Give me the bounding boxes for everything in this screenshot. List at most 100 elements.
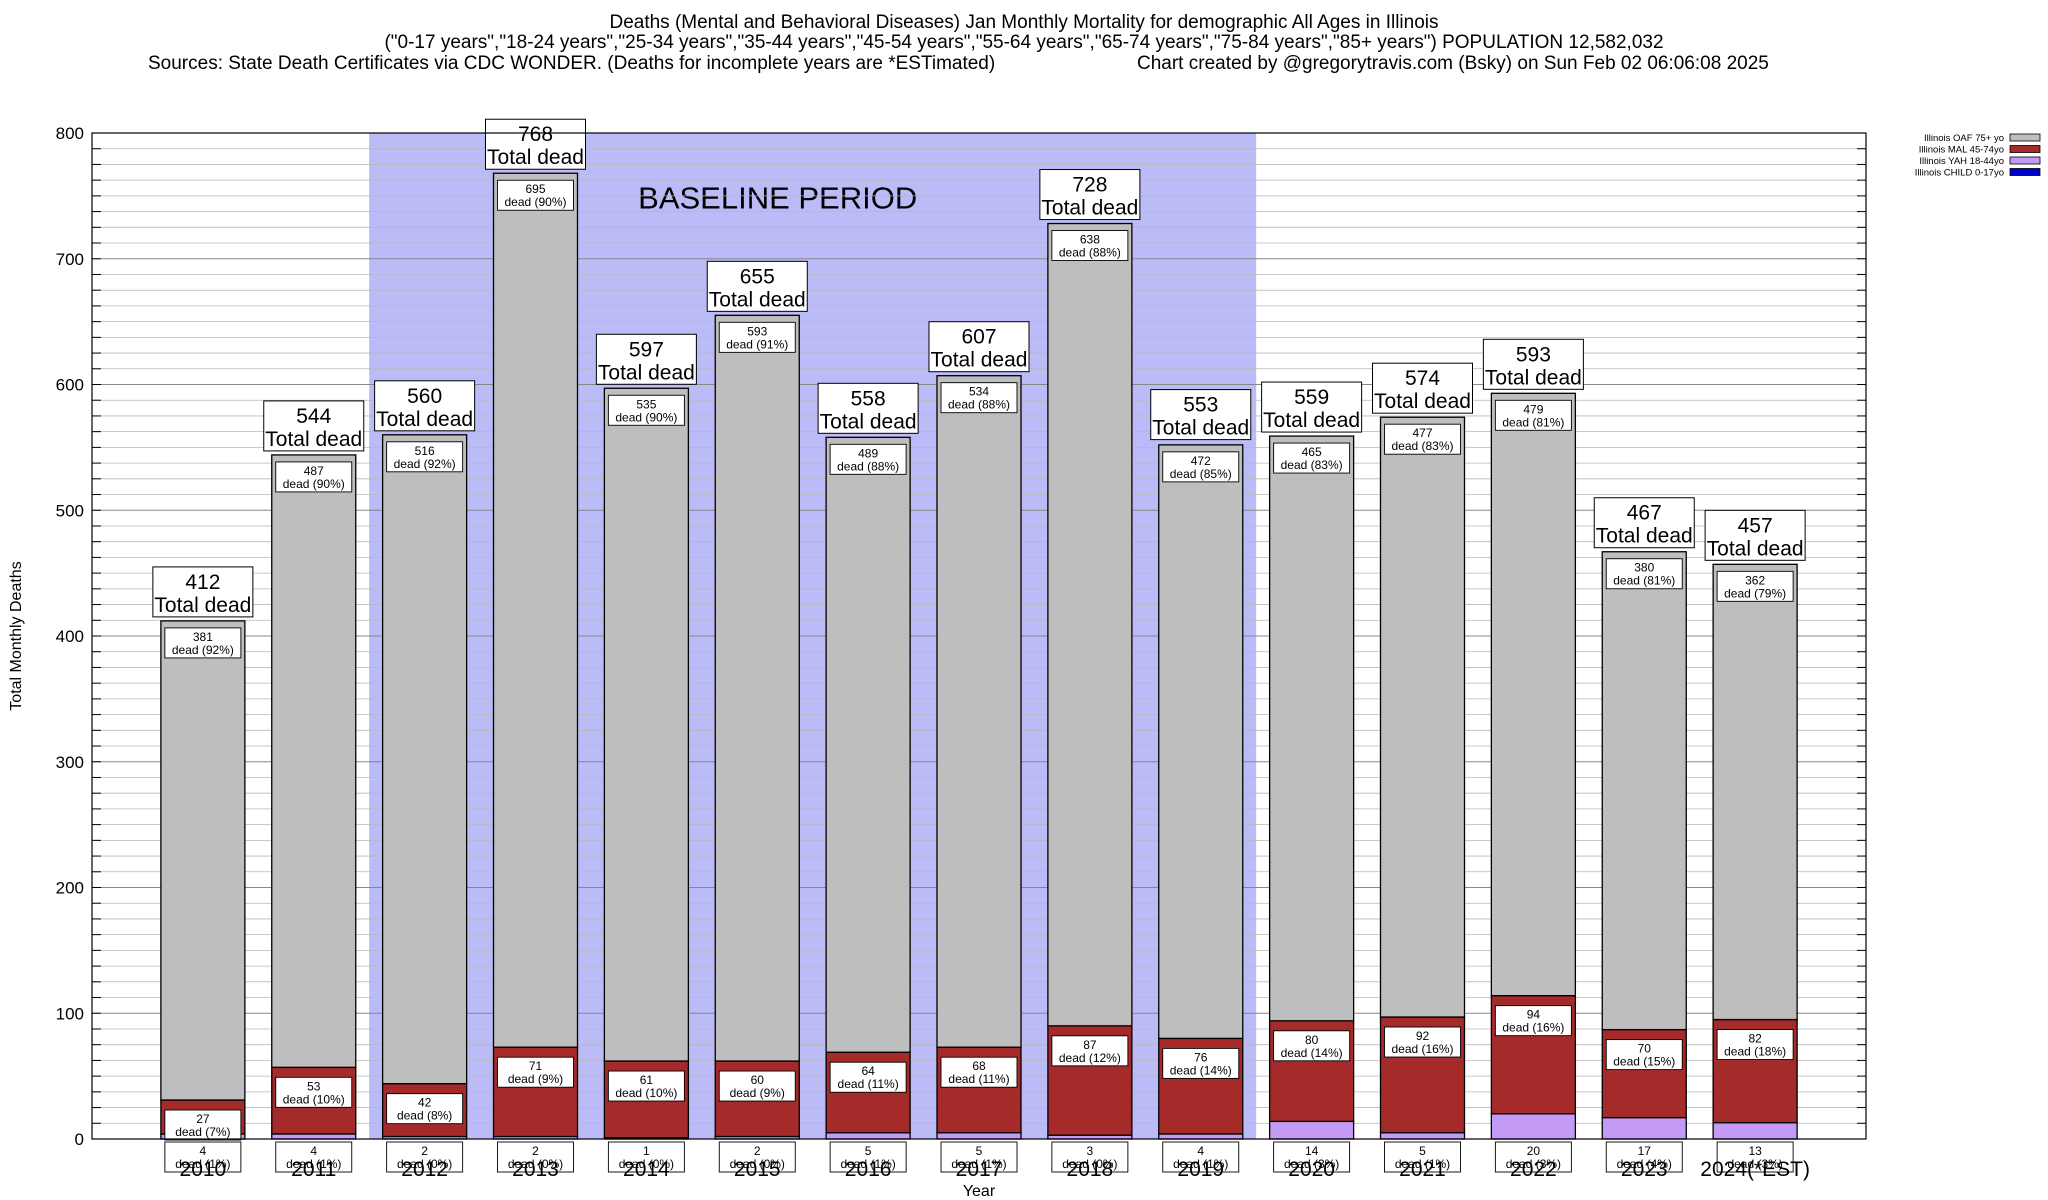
segment-value-label-mal: 87 [1083, 1038, 1097, 1052]
total-label-box [263, 400, 365, 452]
bar-segment-oaf [936, 375, 1022, 1048]
segment-pct-label-oaf: dead (81%) [1613, 574, 1675, 588]
segment-label-box-mal [1605, 1039, 1683, 1071]
x-tick-label: 2023 [1621, 1158, 1668, 1181]
segment-label-box-yah [607, 1141, 685, 1173]
segment-label-box-yah [1716, 1141, 1794, 1173]
segment-pct-label-yah: dead (3%) [1727, 1157, 1782, 1171]
total-text-label: Total dead [376, 408, 473, 431]
segment-value-label-yah: 14 [1305, 1144, 1319, 1158]
segment-label-box-yah [829, 1141, 907, 1173]
segment-value-label-oaf: 638 [1080, 233, 1100, 247]
bar-segment-yah [1158, 1133, 1244, 1140]
segment-label-box-yah [1051, 1141, 1129, 1173]
segment-label-box-oaf [497, 179, 574, 211]
chart-credit: Chart created by @gregorytravis.com (Bsk… [1137, 53, 1769, 74]
segment-label-box-mal [1716, 1029, 1794, 1060]
segment-pct-label-mal: dead (7%) [175, 1125, 230, 1139]
bar-segment-yah [1601, 1116, 1687, 1140]
y-tick-label: 500 [56, 501, 84, 520]
y-tick-label: 0 [75, 1130, 84, 1149]
segment-label-box-yah [164, 1141, 242, 1173]
total-text-label: Total dead [1707, 537, 1804, 560]
bar-segment-oaf [603, 387, 690, 1062]
segment-label-box-mal [1162, 1047, 1240, 1079]
segment-label-box-oaf [829, 443, 907, 475]
segment-pct-label-oaf: dead (83%) [1391, 439, 1453, 453]
segment-label-box-yah [497, 1141, 574, 1173]
segment-pct-label-oaf: dead (85%) [1170, 467, 1232, 481]
total-label-box [817, 382, 919, 434]
segment-label-box-yah [275, 1141, 353, 1173]
segment-value-label-yah: 20 [1527, 1144, 1541, 1158]
total-value-label: 655 [740, 265, 775, 288]
segment-value-label-yah: 3 [1087, 1144, 1094, 1158]
segment-value-label-yah: 2 [421, 1144, 428, 1158]
segment-label-box-oaf [1716, 570, 1794, 602]
segment-label-box-mal [1494, 1005, 1572, 1037]
bar-segment-yah [1712, 1122, 1798, 1140]
x-tick-label: 2017 [956, 1158, 1003, 1181]
total-label-box [374, 380, 476, 432]
segment-pct-label-yah: dead (1%) [175, 1157, 230, 1171]
total-text-label: Total dead [1596, 525, 1693, 548]
total-text-label: Total dead [1152, 417, 1249, 440]
segment-label-box-mal [1384, 1026, 1461, 1058]
y-tick-label: 200 [56, 879, 84, 898]
segment-pct-label-mal: dead (10%) [283, 1092, 345, 1106]
total-label-box [928, 321, 1030, 373]
baseline-period-label: BASELINE PERIOD [638, 180, 917, 215]
total-text-label: Total dead [1263, 409, 1360, 432]
total-text-label: Total dead [820, 410, 917, 433]
segment-value-label-oaf: 381 [193, 630, 213, 644]
legend-label: Illinois MAL 45-74yo [1919, 145, 2004, 156]
bar-segment-oaf [714, 314, 800, 1062]
legend-swatch [2009, 145, 2041, 153]
segment-value-label-oaf: 472 [1191, 454, 1211, 468]
bar-segment-oaf [271, 454, 357, 1068]
total-label-box [1482, 338, 1584, 390]
total-label-box [1704, 509, 1806, 561]
segment-pct-label-oaf: dead (81%) [1502, 415, 1564, 429]
segment-label-box-mal [607, 1070, 685, 1102]
total-value-label: 558 [851, 387, 886, 410]
y-tick-label: 100 [56, 1004, 84, 1023]
segment-label-box-oaf [1494, 399, 1572, 431]
segment-pct-label-yah: dead (1%) [286, 1157, 341, 1171]
segment-label-box-yah [1384, 1141, 1461, 1173]
total-text-label: Total dead [1041, 197, 1138, 220]
chart-subtitle: ("0-17 years","18-24 years","25-34 years… [384, 32, 1664, 53]
total-text-label: Total dead [931, 349, 1028, 372]
total-value-label: 553 [1183, 394, 1218, 417]
x-tick-label: 2013 [512, 1158, 559, 1181]
segment-pct-label-yah: dead (3%) [1506, 1157, 1561, 1171]
segment-pct-label-mal: dead (18%) [1724, 1045, 1786, 1059]
bar-segment-oaf [1268, 435, 1355, 1022]
segment-pct-label-mal: dead (10%) [615, 1086, 677, 1100]
segment-pct-label-mal: dead (14%) [1281, 1046, 1343, 1060]
total-value-label: 597 [629, 338, 664, 361]
total-label-box [485, 118, 586, 170]
segment-value-label-mal: 60 [751, 1073, 765, 1087]
segment-label-box-mal [275, 1076, 353, 1108]
segment-label-box-yah [718, 1141, 796, 1173]
segment-pct-label-mal: dead (9%) [730, 1086, 785, 1100]
total-text-label: Total dead [709, 288, 806, 311]
segment-pct-label-yah: dead (4%) [1617, 1157, 1672, 1171]
segment-value-label-yah: 5 [976, 1144, 983, 1158]
bar-segment-yah [825, 1132, 911, 1140]
x-tick-label: 2020 [1288, 1158, 1335, 1181]
segment-pct-label-oaf: dead (79%) [1724, 586, 1786, 600]
bar-segment-oaf [1158, 444, 1244, 1040]
segment-value-label-mal: 71 [529, 1059, 543, 1073]
total-value-label: 544 [296, 405, 331, 428]
segment-pct-label-yah: dead (0%) [1062, 1157, 1117, 1171]
segment-value-label-yah: 2 [532, 1144, 539, 1158]
segment-pct-label-oaf: dead (90%) [615, 410, 677, 424]
x-tick-label: 2014 [623, 1158, 670, 1181]
y-axis-title: Total Monthly Deaths [8, 561, 25, 710]
segment-pct-label-yah: dead (0%) [619, 1157, 674, 1171]
segment-value-label-yah: 4 [1197, 1144, 1204, 1158]
total-text-label: Total dead [487, 146, 584, 169]
y-tick-label: 300 [56, 753, 84, 772]
